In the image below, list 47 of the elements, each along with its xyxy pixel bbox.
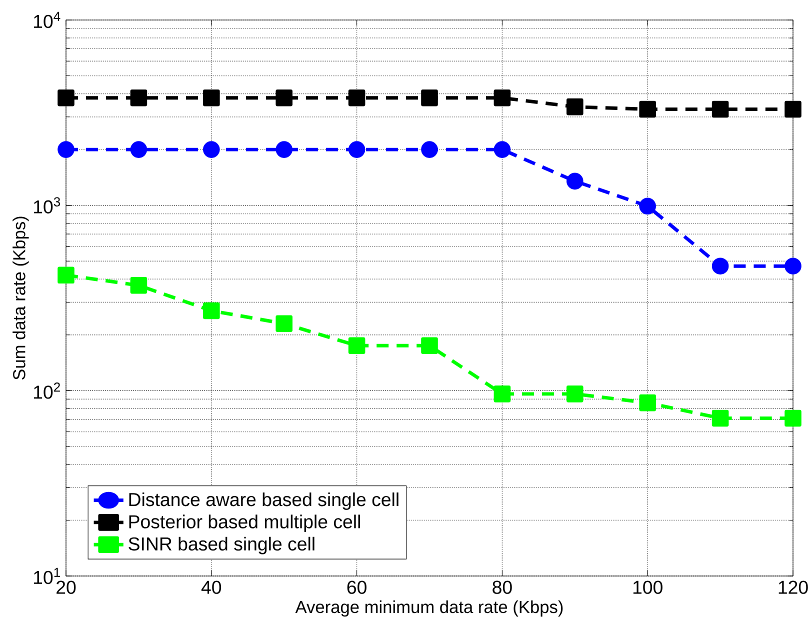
point (712, 258, 729, 275)
legend-label: SINR based single cell (128, 536, 314, 554)
point (421, 89, 438, 106)
y-tick-label: 10$^{4}$ (34, 12, 60, 28)
x-tick-label: 40 (201, 580, 222, 594)
point (566, 98, 584, 116)
point (276, 89, 293, 106)
x-tick-label: 20 (56, 580, 76, 594)
point (203, 89, 220, 106)
point (130, 89, 148, 106)
point (58, 141, 74, 158)
point (276, 315, 293, 332)
point (348, 141, 366, 158)
point (348, 89, 366, 106)
legend-label: Posterior based multiple cell (129, 514, 360, 532)
point (494, 141, 511, 158)
point (639, 100, 656, 118)
x-tick-label: 60 (347, 580, 366, 594)
point (566, 172, 584, 190)
point (203, 302, 220, 320)
point (784, 258, 802, 275)
point (58, 266, 74, 284)
point (639, 198, 656, 215)
point (130, 141, 148, 158)
point (639, 394, 656, 412)
legend-label: Distance aware based single cell (129, 492, 398, 510)
point (712, 410, 729, 427)
x-tick-label: 100 (633, 580, 662, 594)
point (494, 89, 511, 106)
point (421, 141, 438, 158)
point (130, 276, 148, 294)
y-tick-label: 10$^{3}$ (34, 197, 60, 214)
point (276, 141, 293, 158)
point (494, 386, 511, 402)
y-axis-title: Sum data rate (Kbps) (12, 216, 29, 380)
x-tick-label: 80 (492, 580, 512, 594)
point (203, 141, 220, 158)
point (712, 100, 729, 118)
point (784, 410, 802, 427)
y-tick-label: 10$^{2}$ (34, 382, 60, 399)
x-axis-title: Average minimum data rate (Kbps) (295, 600, 563, 617)
point (566, 386, 584, 402)
point (58, 89, 74, 106)
point (784, 100, 802, 118)
point (421, 337, 438, 354)
point (348, 337, 366, 354)
x-tick-label: 120 (778, 580, 808, 594)
